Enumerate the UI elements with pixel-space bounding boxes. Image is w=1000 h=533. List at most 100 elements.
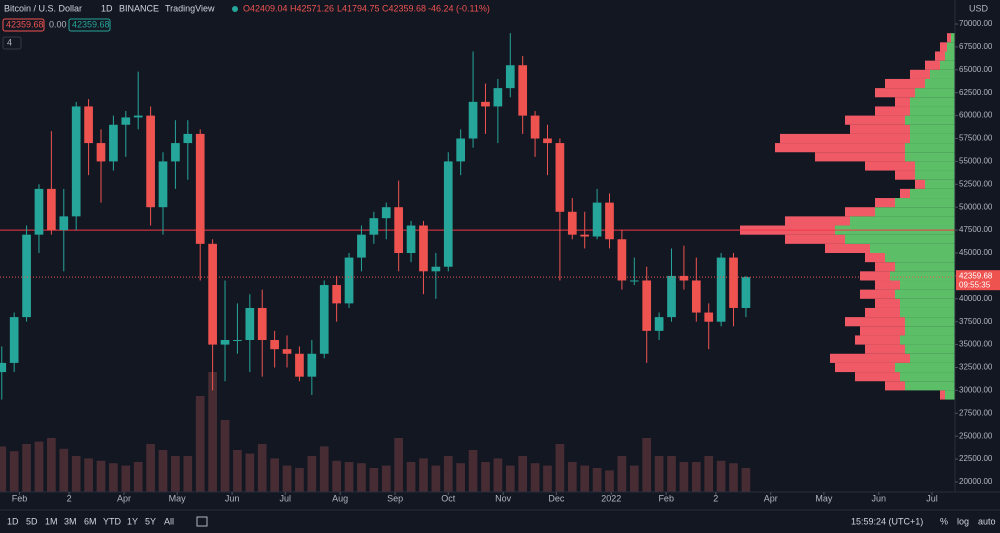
range-button[interactable]: 6M [84, 516, 97, 526]
ohlc-change: -46.24 (-0.11%) [428, 3, 490, 13]
ohlc-open: O42409.04 [243, 3, 288, 13]
volume-bar [530, 463, 540, 492]
y-tick-label: 40000.00 [959, 294, 993, 303]
x-tick-label: Feb [658, 493, 674, 503]
profile-down [895, 97, 910, 107]
volume-bar [357, 463, 366, 492]
profile-down [940, 390, 945, 400]
range-button[interactable]: 1Y [127, 516, 138, 526]
candle-body [133, 115, 143, 118]
volume-bar [667, 456, 676, 492]
candle-body [295, 353, 304, 377]
range-button[interactable]: 1M [45, 516, 58, 526]
exchange: BINANCE [119, 3, 159, 13]
profile-down [845, 115, 905, 125]
candle-body [567, 211, 577, 235]
candle-body [394, 207, 403, 253]
volume-bar [245, 453, 255, 492]
volume-bar [580, 465, 590, 492]
y-tick-label: 67500.00 [959, 42, 993, 51]
candle-body [319, 285, 329, 354]
y-tick-label: 30000.00 [959, 386, 993, 395]
profile-up [915, 161, 955, 171]
volume-bar [71, 456, 81, 492]
profile-down [885, 381, 905, 391]
profile-up [850, 216, 955, 226]
candle-body [642, 280, 652, 331]
candle-body [617, 239, 627, 281]
sell-price[interactable]: 42359.68 [6, 19, 44, 29]
volume-bar [121, 465, 131, 492]
log-toggle[interactable]: log [957, 516, 969, 526]
profile-up [905, 317, 955, 327]
candle-body [344, 257, 354, 304]
range-button[interactable]: All [164, 516, 174, 526]
profile-down [875, 106, 910, 116]
volume-bar [567, 462, 577, 492]
profile-down [885, 78, 925, 89]
profile-up [910, 353, 955, 363]
profile-up [900, 298, 955, 308]
buy-box[interactable] [68, 18, 111, 32]
profile-up [885, 253, 955, 263]
volume-bar [555, 444, 565, 492]
profile-down [855, 335, 900, 345]
candle-body [406, 225, 416, 253]
source: TradingView [165, 3, 215, 13]
range-button[interactable]: YTD [103, 516, 122, 526]
buy-price[interactable]: 42359.68 [72, 19, 110, 29]
range-button[interactable]: 1D [7, 516, 19, 526]
auto-toggle[interactable]: auto [978, 516, 996, 526]
profile-up [905, 115, 955, 125]
candle-body [679, 275, 689, 281]
date-range-icon[interactable] [196, 516, 208, 527]
price-tag: 42359.68 [959, 271, 993, 280]
sell-box[interactable] [2, 18, 45, 32]
percent-toggle[interactable]: % [940, 516, 948, 526]
candle-body [171, 143, 180, 162]
profile-down [865, 253, 885, 263]
profile-down [860, 289, 895, 299]
volume-bar [84, 458, 93, 492]
indicator-toggle[interactable] [2, 36, 22, 50]
volume-bar [96, 460, 106, 492]
profile-up [905, 381, 955, 391]
candle-body [9, 317, 19, 363]
profile-down [785, 216, 850, 226]
x-tick-label: Dec [548, 493, 565, 503]
candle-body [220, 340, 230, 345]
volume-bar [741, 468, 751, 492]
clock: 15:59:24 (UTC+1) [851, 516, 923, 526]
range-button[interactable]: 5D [26, 516, 38, 526]
volume-bar [691, 462, 701, 492]
volume-bar [629, 465, 639, 492]
x-tick-label: Feb [12, 493, 28, 503]
volume-bar [456, 463, 466, 492]
x-tick-label: Jun [872, 493, 887, 503]
range-button[interactable]: 5Y [145, 516, 156, 526]
y-tick-label: 50000.00 [959, 202, 993, 211]
currency: USD [969, 3, 989, 13]
profile-up [910, 106, 955, 116]
volume-bar [270, 458, 279, 492]
y-tick-label: 27500.00 [959, 408, 993, 417]
candle-body [381, 207, 391, 219]
y-tick-label: 70000.00 [959, 19, 993, 28]
range-button[interactable]: 3M [64, 516, 77, 526]
volume-bar [592, 468, 602, 492]
volume-bar [481, 462, 490, 492]
profile-down [835, 362, 895, 373]
candle-body [84, 106, 93, 144]
y-tick-label: 35000.00 [959, 340, 993, 349]
candle-body [654, 317, 664, 331]
profile-up [895, 262, 955, 272]
volume-bar [381, 465, 391, 492]
candle-body [605, 202, 614, 240]
y-tick-label: 62500.00 [959, 88, 993, 97]
x-tick-label: Jul [280, 493, 292, 503]
candle-body [332, 285, 341, 304]
x-tick-label: May [815, 493, 833, 503]
indicator-count[interactable]: 4 [7, 37, 12, 47]
y-tick-label: 57500.00 [959, 134, 993, 143]
